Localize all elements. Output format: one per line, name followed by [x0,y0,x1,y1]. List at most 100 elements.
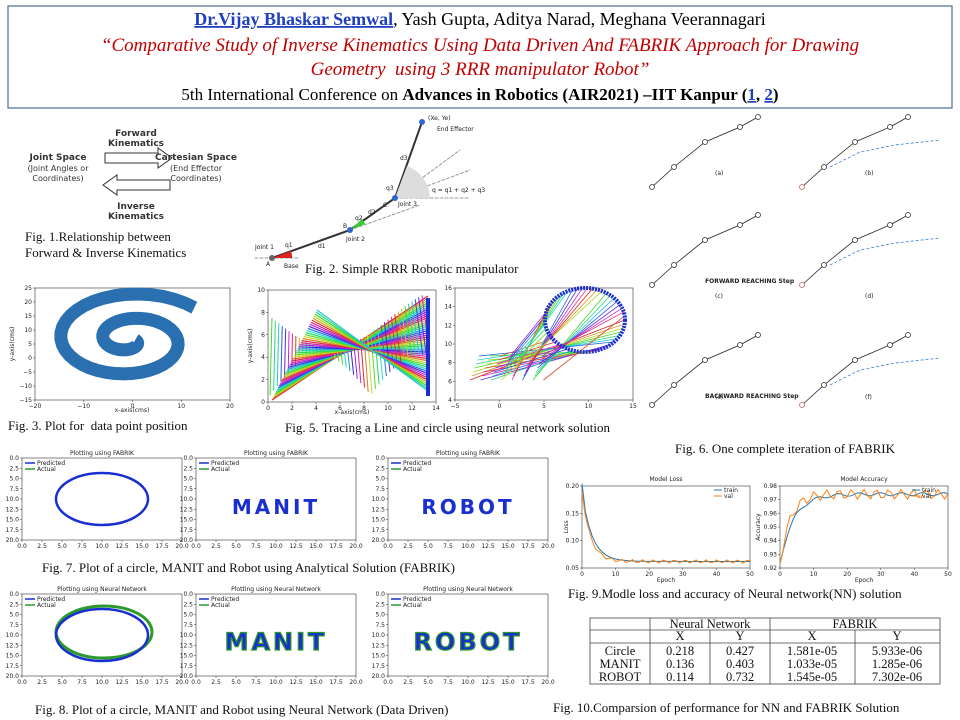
chain-joint [905,212,911,218]
label: Loss [563,520,570,533]
y-tick-label: 12.5 [180,506,194,513]
y-tick-label: 15.0 [180,653,194,660]
table-cell: 7.302e-06 [872,670,922,684]
table-cell: 5.933e-06 [872,644,922,658]
x-tick-label: 15.0 [135,679,149,686]
trace [414,299,424,356]
y-tick-label: 2.5 [9,465,19,472]
label: (Xe, Ye) [428,115,451,122]
table-header: Y [735,629,744,643]
x-tick-label: 4 [314,405,318,412]
trace [404,306,413,357]
plot-title: Plotting using Neural Network [423,586,513,593]
y-tick-label: 7.5 [9,622,19,629]
x-tick-label: 14 [432,405,440,412]
label: (c) [715,293,723,300]
x-tick-label: 0 [498,403,502,410]
y-tick-label: 12.5 [6,642,20,649]
y-tick-label: 25 [24,285,32,292]
joint [392,195,398,201]
chain-joint [905,332,911,338]
label: Joint 1 [254,244,274,251]
label: Model Accuracy [840,476,888,483]
legend-label: train [922,487,936,494]
trace [508,315,546,361]
x-tick-label: 12 [408,405,416,412]
x-tick-label: 12.5 [481,543,495,550]
label: Joint 3 [397,201,417,208]
y-tick-label: 0.93 [764,551,778,558]
link[interactable]: 1 [747,85,756,104]
trace [540,307,623,361]
y-tick-label: 15 [24,313,32,320]
label: Kinematics [108,139,164,149]
table-cell: 1.033e-05 [787,657,837,671]
plot-title: Plotting using FABRIK [244,450,309,457]
chain-joint [737,124,743,130]
label: Fig. 7. Plot of a circle, MANIT and Robo… [42,560,455,575]
label: Fig. 8. Plot of a circle, MANIT and Robo… [35,702,449,717]
link[interactable]: 2 [764,85,773,104]
x-tick-label: 10 [585,403,593,410]
x-tick-label: 7.5 [443,679,453,686]
trace [477,338,618,361]
manipulator [254,119,471,261]
x-tick-label: 2.5 [37,679,47,686]
label: (Joint Angles or [27,164,89,173]
x-tick-label: 7.5 [251,543,261,550]
x-tick-label: 20.0 [349,543,363,550]
label: Forward [115,129,157,139]
plot-title: Plotting using Neural Network [57,586,147,593]
label: Forward & Inverse Kinematics [25,245,186,260]
lead-author[interactable]: Dr.Vijay Bhaskar Semwal [194,9,393,29]
chain-joint [852,357,858,363]
trace [291,333,293,370]
trace [541,311,624,357]
x-tick-label: 30 [877,571,885,578]
x-tick-label: 17.5 [155,679,169,686]
x-tick-label: 15.0 [309,679,323,686]
chain-joint [671,382,677,388]
table-cell: 0.403 [726,657,754,671]
x-tick-label: 15.0 [135,543,149,550]
trace [501,335,551,381]
x-tick-label: 40 [911,571,919,578]
x-tick-label: 0 [580,571,584,578]
chain-joint [821,164,827,170]
label: BACKWARD REACHING Step [705,393,799,400]
chain-joint [649,184,655,190]
y-tick-label: 5.0 [9,612,19,619]
label: Joint Space [29,153,87,163]
x-tick-label: 10 [177,403,185,410]
x-tick-label: 0.0 [17,679,27,686]
x-tick-label: 5.0 [231,543,241,550]
chain-joint [702,357,708,363]
x-tick-label: 10.0 [461,543,475,550]
y-tick-label: 0.97 [764,497,778,504]
y-tick-label: 0 [28,355,32,362]
x-tick-label: 10.0 [461,679,475,686]
trace [418,297,427,356]
table-header: Y [892,629,901,643]
label: y-axis(cms) [247,329,254,364]
x-tick-label: 20.0 [541,543,555,550]
x-tick-label: 17.5 [155,543,169,550]
y-tick-label: 20.0 [6,537,20,544]
val-curve [779,488,949,565]
label: End Effector [437,126,474,133]
label: (End Effector [170,164,223,173]
y-tick-label: 7.5 [9,486,19,493]
chain-joint [799,282,805,288]
trace [517,295,560,365]
trace [537,300,618,369]
label: (a) [715,170,723,177]
legend-label: Predicted [403,460,431,467]
x-tick-label: 2.5 [403,543,413,550]
x-tick-label: 10 [612,571,620,578]
y-tick-label: 4 [448,397,452,404]
title: Geometry using 3 RRR manipulator Robot” [311,59,650,80]
x-tick-label: 2.5 [211,679,221,686]
trace [366,334,373,394]
y-tick-label: 2.5 [183,465,193,472]
x-tick-label: 10.0 [95,679,109,686]
